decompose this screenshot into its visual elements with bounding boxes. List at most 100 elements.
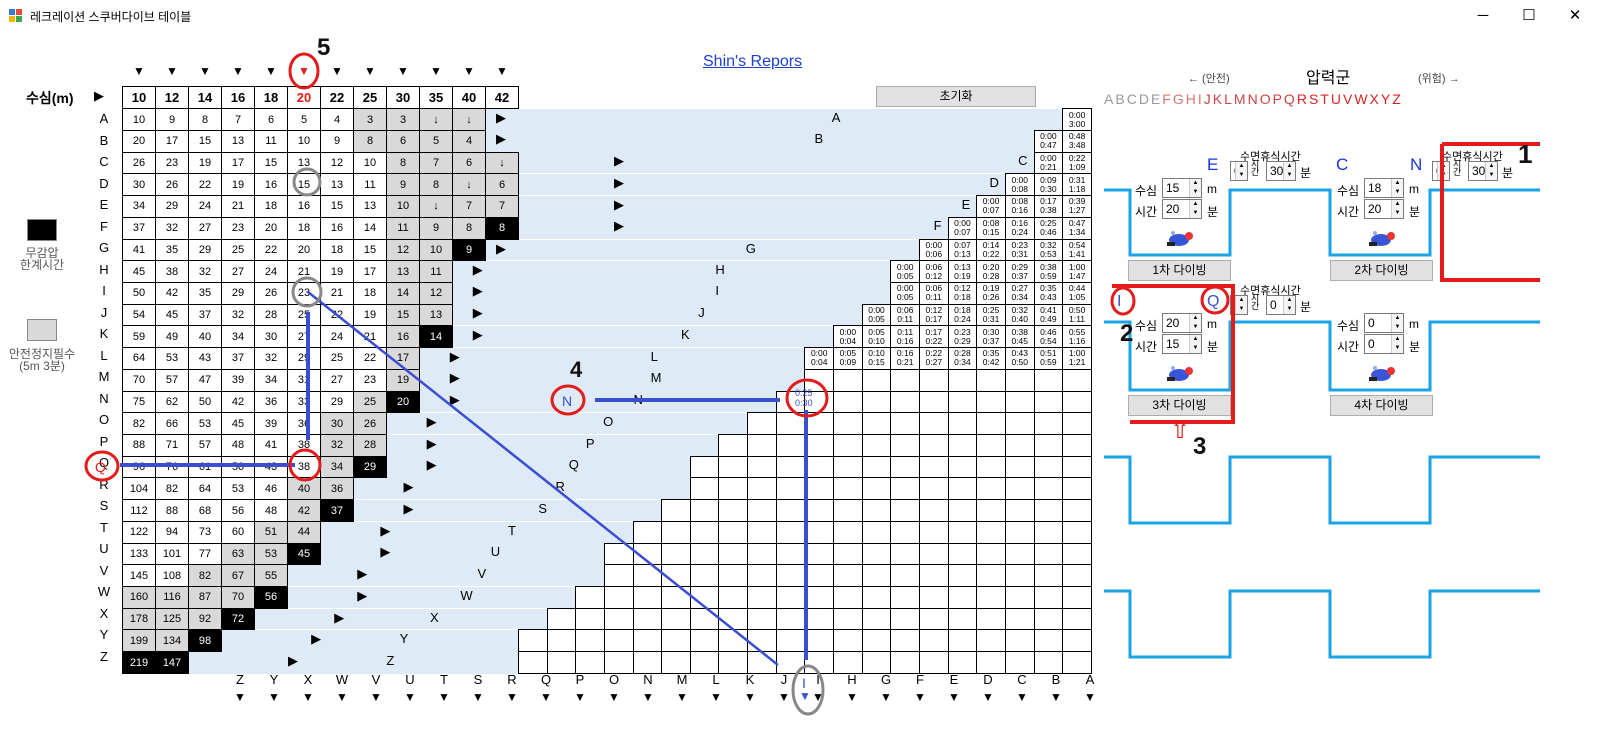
- surface-time-cell[interactable]: [918, 607, 949, 631]
- surface-time-cell[interactable]: [775, 564, 806, 588]
- surface-time-cell[interactable]: [918, 455, 949, 479]
- depth-header-42[interactable]: 42: [485, 85, 519, 110]
- table-cell[interactable]: 6: [386, 129, 420, 153]
- table-cell[interactable]: 48: [221, 434, 255, 457]
- table-cell[interactable]: 82: [155, 477, 189, 501]
- surface-time-cell[interactable]: 0:22 0:27: [918, 347, 949, 370]
- surface-time-cell[interactable]: 0:13 0:19: [947, 260, 978, 283]
- table-cell[interactable]: 70: [122, 368, 156, 392]
- surface-time-cell[interactable]: [1033, 520, 1064, 544]
- surface-time-cell[interactable]: [976, 499, 1006, 522]
- surface-time-cell[interactable]: [775, 412, 806, 435]
- surface-time-cell[interactable]: [947, 477, 978, 501]
- shins-repors-link[interactable]: Shin's Repors: [703, 53, 803, 70]
- table-cell[interactable]: 21: [287, 260, 321, 283]
- surface-time-cell[interactable]: [976, 629, 1006, 653]
- surface-time-cell[interactable]: [689, 564, 720, 588]
- table-cell[interactable]: 49: [155, 325, 189, 349]
- surface-time-cell[interactable]: [890, 477, 920, 501]
- surface-time-cell[interactable]: [575, 651, 605, 674]
- table-cell[interactable]: 13: [419, 303, 453, 327]
- surface-time-cell[interactable]: [747, 651, 777, 674]
- table-cell[interactable]: 9: [320, 129, 354, 153]
- table-cell[interactable]: 22: [353, 347, 387, 370]
- surface-time-cell[interactable]: 0:30 0:37: [976, 325, 1006, 349]
- surface-time-cell[interactable]: 0:35 0:42: [976, 347, 1006, 370]
- table-cell[interactable]: 26: [122, 151, 156, 175]
- table-cell[interactable]: 46: [254, 477, 288, 501]
- surface-time-cell[interactable]: [1033, 564, 1064, 588]
- surface-time-cell[interactable]: [1033, 390, 1064, 414]
- surface-time-cell[interactable]: [861, 499, 892, 522]
- table-cell[interactable]: 45: [221, 412, 255, 435]
- surface-time-cell[interactable]: 0:10 0:15: [861, 347, 892, 370]
- surface-time-cell[interactable]: [747, 564, 777, 588]
- surface-time-cell[interactable]: [661, 520, 691, 544]
- surface-time-cell[interactable]: [833, 412, 863, 435]
- table-cell[interactable]: 29: [287, 347, 321, 370]
- table-cell[interactable]: 23: [287, 281, 321, 305]
- surface-time-cell[interactable]: [1062, 651, 1092, 674]
- surface-time-cell[interactable]: [1004, 412, 1035, 435]
- table-cell[interactable]: 27: [188, 216, 222, 240]
- surface-time-cell[interactable]: [1004, 455, 1035, 479]
- rest1-minutes[interactable]: 30 ▲ ▼: [1266, 161, 1296, 181]
- spin-arrows-icon[interactable]: ▲ ▼: [1391, 335, 1403, 353]
- rest2-hours[interactable]: 0▲▼: [1432, 161, 1450, 181]
- table-cell[interactable]: 82: [122, 412, 156, 435]
- table-cell[interactable]: 20: [287, 238, 321, 262]
- depth-header-12[interactable]: 12: [155, 85, 189, 110]
- surface-time-cell[interactable]: 0:00 0:08: [1004, 173, 1035, 197]
- table-cell[interactable]: 30: [122, 173, 156, 197]
- surface-time-cell[interactable]: 0:05 0:10: [861, 325, 892, 349]
- surface-time-cell[interactable]: [718, 564, 749, 588]
- table-cell[interactable]: 29: [188, 238, 222, 262]
- surface-time-cell[interactable]: 0:05 0:09: [833, 347, 863, 370]
- surface-time-cell[interactable]: [833, 564, 863, 588]
- surface-time-cell[interactable]: [890, 607, 920, 631]
- reset-button[interactable]: 초기화: [876, 86, 1036, 107]
- table-cell[interactable]: 21: [320, 281, 354, 305]
- surface-time-cell[interactable]: [518, 651, 548, 674]
- dive1-time-input[interactable]: 20 ▲ ▼: [1162, 199, 1202, 219]
- surface-time-cell[interactable]: [833, 434, 863, 457]
- table-cell[interactable]: 10: [419, 238, 453, 262]
- surface-time-cell[interactable]: [747, 455, 777, 479]
- table-cell[interactable]: 68: [188, 499, 222, 522]
- table-cell[interactable]: 145: [122, 564, 156, 588]
- surface-time-cell[interactable]: 0:06 0:11: [918, 281, 949, 305]
- surface-time-cell[interactable]: [1062, 368, 1092, 392]
- table-cell[interactable]: ↓: [452, 108, 486, 131]
- surface-time-cell[interactable]: [1033, 542, 1064, 566]
- surface-time-cell[interactable]: [661, 586, 691, 609]
- table-cell[interactable]: 28: [254, 303, 288, 327]
- table-cell[interactable]: 18: [287, 216, 321, 240]
- table-cell[interactable]: 22: [188, 173, 222, 197]
- depth-header-14[interactable]: 14: [188, 85, 222, 110]
- table-cell[interactable]: 73: [188, 520, 222, 544]
- table-cell[interactable]: 18: [353, 281, 387, 305]
- table-cell[interactable]: 122: [122, 520, 156, 544]
- table-cell[interactable]: 30: [254, 325, 288, 349]
- surface-time-cell[interactable]: 0:23 0:31: [1004, 238, 1035, 262]
- surface-time-cell[interactable]: [747, 477, 777, 501]
- table-cell[interactable]: 20: [386, 390, 420, 414]
- table-cell[interactable]: 35: [188, 281, 222, 305]
- surface-time-cell[interactable]: [890, 651, 920, 674]
- surface-time-cell[interactable]: [947, 542, 978, 566]
- table-cell[interactable]: 25: [287, 303, 321, 327]
- surface-time-cell[interactable]: [775, 520, 806, 544]
- table-cell[interactable]: 64: [188, 477, 222, 501]
- table-cell[interactable]: 9: [155, 108, 189, 131]
- table-cell[interactable]: 13: [320, 173, 354, 197]
- surface-time-cell[interactable]: [890, 586, 920, 609]
- table-cell[interactable]: 19: [320, 260, 354, 283]
- table-cell[interactable]: 30: [320, 412, 354, 435]
- surface-time-cell[interactable]: 0:23 0:29: [947, 325, 978, 349]
- surface-time-cell[interactable]: 0:08 0:15: [976, 216, 1006, 240]
- table-cell[interactable]: 39: [221, 368, 255, 392]
- spin-arrows-icon[interactable]: ▲ ▼: [1189, 179, 1201, 197]
- table-cell[interactable]: 25: [320, 347, 354, 370]
- surface-time-cell[interactable]: 0:14 0:22: [976, 238, 1006, 262]
- surface-time-cell[interactable]: [689, 586, 720, 609]
